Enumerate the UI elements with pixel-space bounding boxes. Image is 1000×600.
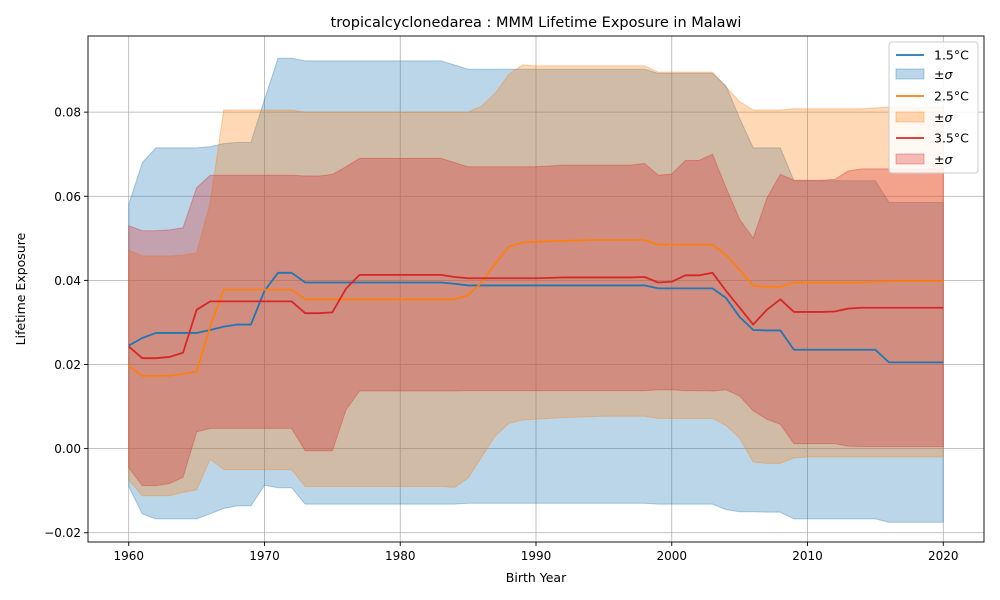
band-2p5 [128, 64, 944, 497]
x-tick-label-2: 1980 [385, 549, 416, 563]
x-axis-label: Birth Year [506, 570, 567, 585]
y-tick-label-1: 0.00 [54, 442, 81, 456]
chart-title: tropicalcyclonedarea : MMM Lifetime Expo… [331, 15, 742, 31]
y-tick-label-0: −0.02 [44, 526, 81, 540]
legend-band-2p5 [895, 111, 925, 123]
band-3p5 [128, 153, 944, 487]
x-tick-label-0: 1960 [113, 549, 144, 563]
x-tick-label-3: 1990 [521, 549, 552, 563]
line-2p5 [128, 239, 944, 377]
x-axis-ticks: 1960 1970 1980 1990 2000 2010 2020 [113, 542, 959, 563]
legend-label-3p5: 3.5°C [934, 131, 969, 146]
legend-band-label-3p5: ±σ [934, 152, 953, 167]
y-axis-label: Lifetime Exposure [13, 232, 28, 345]
legend-band-1p5 [895, 68, 925, 80]
y-tick-label-2: 0.02 [54, 358, 81, 372]
legend: 1.5°C ±σ 2.5°C ±σ 3.5°C ±σ [888, 41, 979, 174]
x-tick-label-6: 2020 [928, 549, 959, 563]
band-1p5 [128, 57, 944, 523]
x-tick-label-4: 2000 [656, 549, 687, 563]
y-axis-ticks: −0.02 0.00 0.02 0.04 0.06 0.08 [44, 106, 88, 540]
legend-label-1p5: 1.5°C [934, 48, 969, 63]
legend-band-label-2p5: ±σ [934, 110, 953, 125]
y-tick-label-5: 0.08 [54, 106, 81, 120]
legend-band-3p5 [895, 153, 925, 165]
line-3p5 [128, 271, 944, 360]
x-tick-label-1: 1970 [249, 549, 280, 563]
uncertainty-bands [128, 57, 944, 523]
y-tick-label-3: 0.04 [54, 274, 81, 288]
legend-label-2p5: 2.5°C [934, 89, 969, 104]
legend-band-label-1p5: ±σ [934, 67, 953, 82]
line-1p5 [128, 271, 944, 364]
y-tick-label-4: 0.06 [54, 190, 81, 204]
series-lines [128, 239, 944, 377]
x-tick-label-5: 2010 [792, 549, 823, 563]
legend-box [888, 41, 979, 174]
